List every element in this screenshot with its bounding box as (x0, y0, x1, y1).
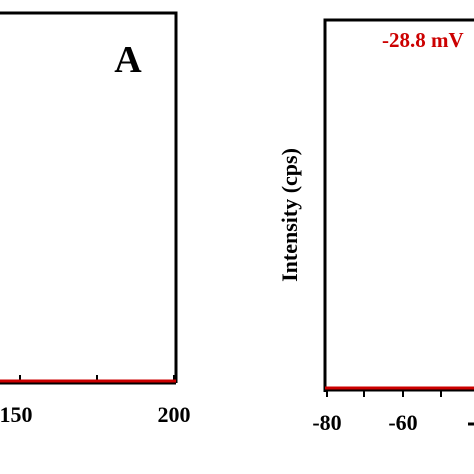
panel-a-tick-label-150: 150 (0, 402, 33, 427)
panel-b-tick-label-minus60: -60 (388, 410, 417, 435)
panel-b-annotation: -28.8 mV (382, 28, 464, 52)
panel-a-frame (0, 11, 178, 383)
panel-b-y-axis-label: Intensity (cps) (277, 148, 302, 282)
chart-panel-a: A 150 200 (0, 11, 191, 427)
chart-panel-b: -28.8 mV Intensity (cps) -80 -60 (277, 18, 474, 435)
panel-b-frame (323, 18, 474, 392)
panel-a-label: A (114, 39, 142, 81)
panel-b-tick-label-minus80: -80 (312, 410, 341, 435)
panel-a-tick-label-200: 200 (158, 402, 191, 427)
